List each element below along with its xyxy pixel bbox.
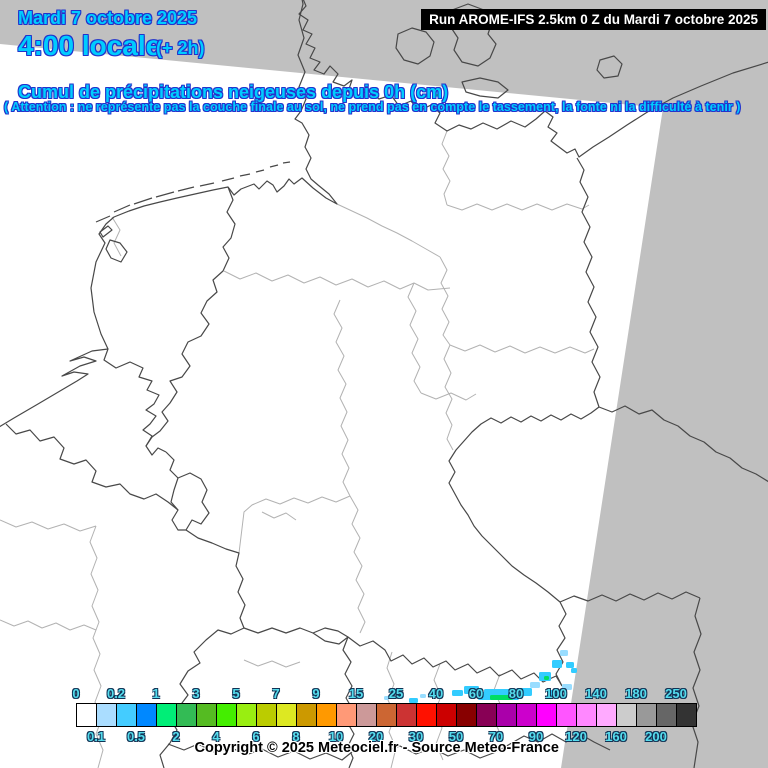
state-borders xyxy=(0,130,595,768)
legend-cell xyxy=(456,703,477,727)
snow-patch xyxy=(420,694,426,698)
legend-cell xyxy=(376,703,397,727)
snow-patch xyxy=(516,688,532,696)
legend-cell xyxy=(656,703,677,727)
date-label: Mardi 7 octobre 2025 xyxy=(18,8,198,28)
legend-cell xyxy=(676,703,697,727)
legend-label: 180 xyxy=(625,686,647,701)
snow-patch xyxy=(552,660,562,668)
legend-cell xyxy=(576,703,597,727)
legend-label: 9 xyxy=(312,686,320,701)
snow-patch xyxy=(544,676,549,680)
snow-patch xyxy=(560,650,568,656)
legend-cell xyxy=(496,703,517,727)
legend-label: 0.5 xyxy=(126,729,146,744)
legend-label: 200 xyxy=(645,729,667,744)
legend-cell xyxy=(216,703,237,727)
legend-label: 8 xyxy=(292,729,300,744)
legend-label: 0.1 xyxy=(86,729,106,744)
legend-label: 250 xyxy=(665,686,687,701)
snow-patch xyxy=(452,690,463,696)
legend-label: 80 xyxy=(508,686,524,701)
warning-note: ( Attention : ne représente pas la couch… xyxy=(4,100,741,114)
legend-label: 90 xyxy=(528,729,544,744)
legend-cell xyxy=(416,703,437,727)
legend-label: 4 xyxy=(212,729,220,744)
snow-patch xyxy=(464,686,479,694)
legend-label: 100 xyxy=(545,686,567,701)
legend-cell xyxy=(596,703,617,727)
legend-label: 15 xyxy=(348,686,364,701)
legend-label: 40 xyxy=(428,686,444,701)
product-title: Cumul de précipitations neigeuses depuis… xyxy=(18,82,449,102)
legend-cell xyxy=(336,703,357,727)
legend-cell xyxy=(396,703,417,727)
legend-cell xyxy=(116,703,137,727)
legend-cell xyxy=(616,703,637,727)
legend-cell xyxy=(536,703,557,727)
legend-cell xyxy=(476,703,497,727)
legend-label: 30 xyxy=(408,729,424,744)
legend-label: 0.2 xyxy=(106,686,126,701)
legend-cell xyxy=(636,703,657,727)
legend-label: 2 xyxy=(172,729,180,744)
legend-cell xyxy=(176,703,197,727)
run-info-badge: Run AROME-IFS 2.5km 0 Z du Mardi 7 octob… xyxy=(421,9,766,30)
snow-patch xyxy=(490,695,513,700)
legend-cell xyxy=(236,703,257,727)
legend-label: 70 xyxy=(488,729,504,744)
legend-label: 3 xyxy=(192,686,200,701)
color-scale: 0 0.1 0.2 0.5 1 2 3 4 5 6 7 8 9 10 15 20 25 30 40 50 60 70 80 9… xyxy=(72,686,697,744)
legend-label: 25 xyxy=(388,686,404,701)
legend-label: 5 xyxy=(232,686,240,701)
legend-label: 160 xyxy=(605,729,627,744)
legend-cell xyxy=(276,703,297,727)
legend-label: 7 xyxy=(272,686,280,701)
legend-cell xyxy=(136,703,157,727)
snow-patch xyxy=(436,94,439,96)
legend-cell xyxy=(76,703,97,727)
snow-accumulation-layer xyxy=(384,92,577,703)
legend-cell xyxy=(356,703,377,727)
legend-label: 6 xyxy=(252,729,260,744)
legend-cell xyxy=(256,703,277,727)
snow-patch xyxy=(384,696,389,700)
snow-patch xyxy=(530,682,540,688)
legend-cell xyxy=(156,703,177,727)
legend-label: 60 xyxy=(468,686,484,701)
legend-cell xyxy=(516,703,537,727)
snow-patch xyxy=(566,662,574,668)
legend-cell xyxy=(436,703,457,727)
snow-patch xyxy=(548,690,562,697)
legend-cell xyxy=(96,703,117,727)
legend-label: 0 xyxy=(72,686,80,701)
copyright-line: Copyright © 2025 Meteociel.fr - Source M… xyxy=(194,740,559,756)
legend-label: 120 xyxy=(565,729,587,744)
legend-cell xyxy=(316,703,337,727)
legend-label: 1 xyxy=(152,686,160,701)
forecast-hour-offset: (+ 2h) xyxy=(156,38,205,58)
legend-cell xyxy=(296,703,317,727)
legend-cell xyxy=(196,703,217,727)
snow-patch xyxy=(571,668,577,673)
legend-label: 20 xyxy=(368,729,384,744)
snow-patch xyxy=(409,698,418,703)
local-time-label: 4:00 locale xyxy=(18,30,162,61)
snow-patch xyxy=(562,684,572,690)
legend-label: 10 xyxy=(328,729,344,744)
legend-label: 140 xyxy=(585,686,607,701)
legend-label: 50 xyxy=(448,729,464,744)
legend-cell xyxy=(556,703,577,727)
